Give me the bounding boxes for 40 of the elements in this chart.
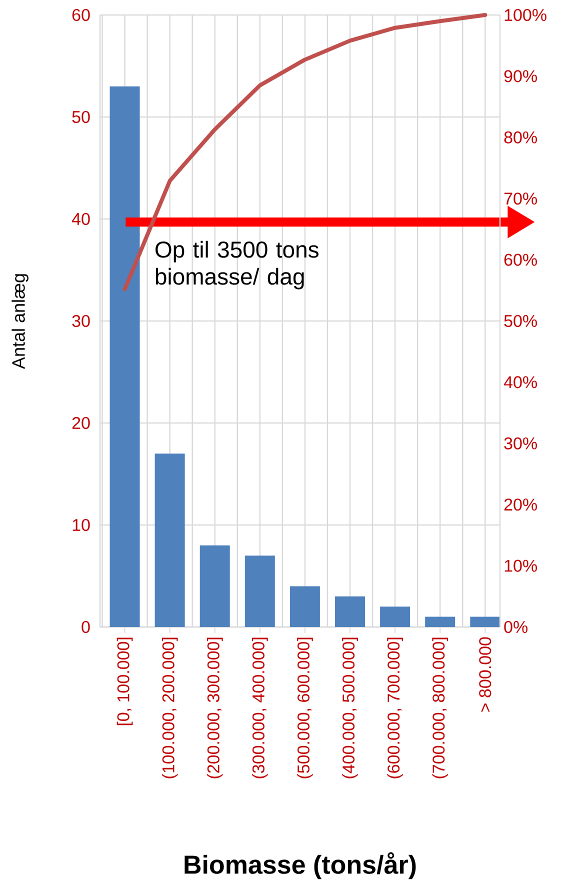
bar bbox=[110, 86, 140, 627]
line-series bbox=[122, 12, 488, 292]
y2-tick-label: 20% bbox=[504, 498, 537, 511]
bar bbox=[200, 545, 230, 627]
bar bbox=[244, 556, 275, 627]
y2-tick-label: 0% bbox=[504, 620, 528, 634]
y-tick-label: 10 bbox=[72, 518, 90, 532]
x-axis-title: Biomasse (tons/år) bbox=[184, 852, 416, 880]
x-tick-label: (200.000, 300.000] bbox=[206, 638, 223, 778]
y-tick-label: 50 bbox=[72, 110, 90, 124]
bar bbox=[290, 586, 320, 627]
x-tick-label: (100.000, 200.000] bbox=[162, 638, 178, 778]
x-tick-label: (500.000, 600.000] bbox=[297, 638, 313, 778]
x-tick-label: (300.000, 400.000] bbox=[252, 638, 268, 778]
bar bbox=[425, 616, 456, 627]
bar bbox=[380, 606, 410, 627]
annotation: Op til 3500 tons biomasse/ dag bbox=[156, 240, 318, 290]
y-tick-label: 20 bbox=[72, 416, 90, 430]
y2-tick-label: 40% bbox=[504, 376, 537, 388]
y-tick-label: 0 bbox=[82, 620, 90, 634]
y-axis-title: Antal anlæg bbox=[12, 274, 28, 369]
y2-tick-label: 70% bbox=[504, 192, 537, 205]
y2-tick-label: 30% bbox=[504, 437, 537, 450]
y2-tick-label: 60% bbox=[504, 254, 537, 266]
y-tick-label: 60 bbox=[72, 8, 90, 22]
x-tick-label: (700.000, 800.000] bbox=[432, 638, 448, 778]
x-tick-label: [0, 100.000] bbox=[116, 638, 133, 726]
x-tick-label: > 800.000 bbox=[479, 637, 492, 712]
y2-tick-label: 50% bbox=[504, 314, 537, 328]
x-tick-label: (400.000, 500.000] bbox=[342, 638, 358, 778]
y2-tick-label: 80% bbox=[504, 131, 537, 144]
y2-tick-label: 90% bbox=[504, 70, 537, 82]
y-tick-label: 40 bbox=[72, 212, 90, 226]
bar bbox=[470, 616, 500, 627]
x-tick-label: (600.000, 700.000] bbox=[387, 638, 403, 778]
bar bbox=[335, 596, 366, 627]
y2-tick-label: 10% bbox=[504, 560, 537, 572]
y2-tick-label: 100% bbox=[504, 8, 546, 22]
bar bbox=[154, 454, 185, 627]
y-tick-label: 30 bbox=[72, 314, 90, 328]
